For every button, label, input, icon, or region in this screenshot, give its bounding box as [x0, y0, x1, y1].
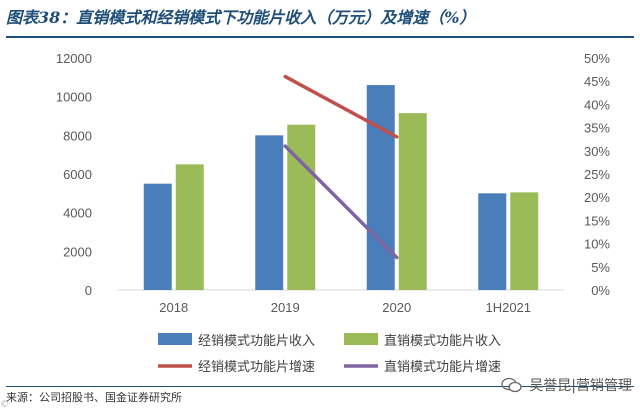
- source-note: 来源：公司招股书、国金证券研究所: [6, 391, 182, 404]
- legend-distribution-revenue-swatch: [158, 333, 192, 345]
- legend-direct-growth-label: 直销模式功能片增速: [384, 360, 501, 375]
- bar-distribution-revenue: [143, 183, 172, 290]
- y-right-tick-label: 50%: [584, 51, 610, 66]
- y-left-tick-label: 10000: [56, 90, 92, 105]
- y-right-tick-label: 0%: [591, 283, 610, 298]
- watermark: 吴誉昆|营销管理: [501, 375, 632, 395]
- y-right-tick-label: 5%: [591, 260, 610, 275]
- legend-distribution-growth-label: 经销模式功能片增速: [198, 360, 315, 375]
- wechat-icon: [501, 377, 522, 393]
- y-right-tick-label: 45%: [584, 74, 610, 89]
- x-tick-label: 2020: [382, 300, 411, 315]
- title-divider: [6, 36, 634, 38]
- line-distribution-growth: [283, 74, 399, 139]
- y-left-tick-label: 4000: [63, 206, 92, 221]
- footer-divider: [6, 386, 634, 387]
- bar-direct-revenue: [287, 124, 316, 290]
- y-left-tick-label: 2000: [63, 244, 92, 259]
- chart-canvas: 0 2000 4000 6000 8000 10000 12000 0% 5% 10% 15% 20%…: [56, 51, 611, 375]
- x-tick-label: 2019: [271, 300, 300, 315]
- y-right-tick-label: 20%: [584, 190, 610, 205]
- bar-distribution-revenue: [478, 193, 507, 290]
- y-left-tick-label: 8000: [63, 128, 92, 143]
- y-right-tick-label: 15%: [584, 213, 610, 228]
- x-tick-label: 2018: [159, 300, 188, 315]
- x-tick-label: 1H2021: [485, 300, 531, 315]
- y-right-tick-label: 25%: [584, 167, 610, 182]
- y-left-tick-label: 12000: [56, 51, 92, 66]
- bar-direct-revenue: [398, 113, 427, 290]
- side-watermark: ©: [0, 400, 9, 410]
- y-left-tick-label: 6000: [63, 167, 92, 182]
- chart-title: 图表38：直销模式和经销模式下功能片收入（万元）及增速（%）: [6, 8, 476, 27]
- bar-distribution-revenue: [366, 85, 395, 290]
- y-right-tick-label: 40%: [584, 97, 610, 112]
- legend-distribution-revenue-label: 经销模式功能片收入: [198, 334, 315, 349]
- y-right-tick-label: 35%: [584, 121, 610, 136]
- legend-direct-revenue-swatch: [344, 333, 378, 345]
- legend-direct-revenue-label: 直销模式功能片收入: [384, 334, 501, 349]
- y-left-tick-label: 0: [85, 283, 92, 298]
- bar-direct-revenue: [510, 192, 539, 290]
- watermark-text: 吴誉昆|营销管理: [529, 378, 632, 394]
- line-direct-growth: [283, 144, 399, 260]
- bar-direct-revenue: [175, 164, 204, 290]
- y-right-tick-label: 10%: [584, 237, 610, 252]
- bar-distribution-revenue: [255, 135, 284, 290]
- y-right-tick-label: 30%: [584, 144, 610, 159]
